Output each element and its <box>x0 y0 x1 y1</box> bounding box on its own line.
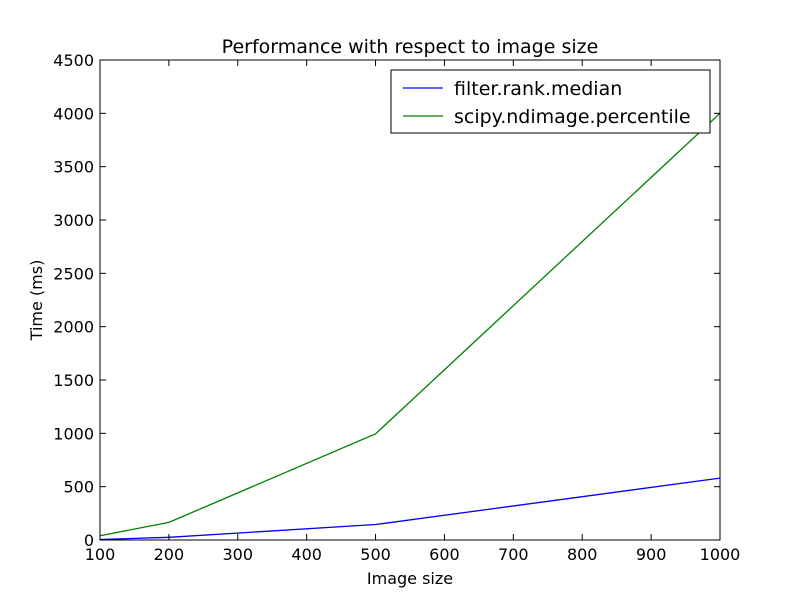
x-tick-label: 400 <box>291 545 322 564</box>
y-axis-label: Time (ms) <box>27 260 46 342</box>
y-tick-label: 500 <box>63 478 94 497</box>
x-tick-label: 600 <box>429 545 460 564</box>
y-tick-label: 4000 <box>53 104 94 123</box>
chart-title: Performance with respect to image size <box>222 36 599 58</box>
y-tick-label: 1000 <box>53 424 94 443</box>
legend-box <box>390 69 711 134</box>
plot-frame <box>99 59 721 541</box>
x-tick-label: 900 <box>636 545 667 564</box>
legend-label-2: scipy.ndimage.percentile <box>454 106 691 128</box>
x-tick-label: 800 <box>567 545 598 564</box>
x-tick-label: 700 <box>498 545 529 564</box>
y-tick-label: 3000 <box>53 211 94 230</box>
x-axis-label: Image size <box>367 569 453 588</box>
y-tick-label: 0 <box>84 531 94 550</box>
y-tick-label: 3500 <box>53 158 94 177</box>
x-tick-label: 100 <box>85 545 116 564</box>
x-axis-ticks: 100 200 300 400 500 600 700 800 900 1000 <box>85 60 741 564</box>
plot-lines <box>99 112 721 541</box>
series-line-2 <box>99 112 721 537</box>
y-tick-label: 4500 <box>53 51 94 70</box>
x-tick-label: 500 <box>360 545 391 564</box>
y-tick-label: 2000 <box>53 318 94 337</box>
x-tick-label: 1000 <box>700 545 741 564</box>
legend: filter.rank.median scipy.ndimage.percenti… <box>390 69 711 134</box>
series-line-1 <box>99 477 721 541</box>
y-tick-label: 2500 <box>53 264 94 283</box>
x-tick-label: 300 <box>223 545 254 564</box>
y-tick-label: 1500 <box>53 371 94 390</box>
legend-label-1: filter.rank.median <box>454 78 622 100</box>
y-axis-ticks: 0 500 1000 1500 2000 2500 3000 3500 4000 4500 <box>53 51 720 550</box>
x-tick-label: 200 <box>154 545 185 564</box>
